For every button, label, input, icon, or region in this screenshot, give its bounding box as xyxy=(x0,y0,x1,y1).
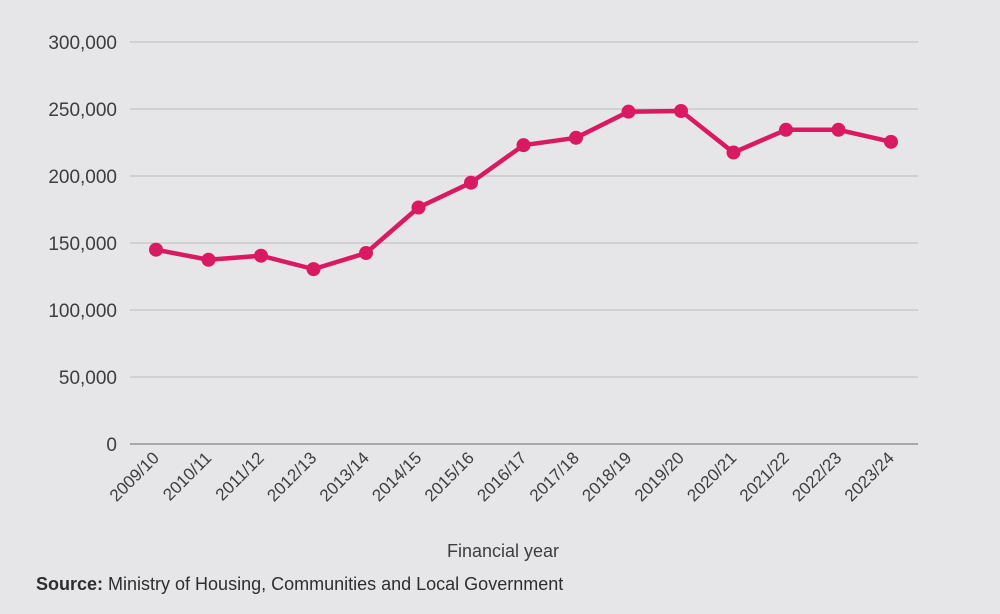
data-point xyxy=(569,130,583,145)
source-text: Ministry of Housing, Communities and Loc… xyxy=(103,574,564,594)
y-axis-ticks: 0 50,000 100,000 150,000 200,000 250,000 300,0… xyxy=(48,33,117,456)
x-tick-label: 2016/17 xyxy=(473,448,530,505)
series-layer xyxy=(149,104,898,277)
x-tick-label: 2012/13 xyxy=(263,448,320,505)
x-axis-label: Financial year xyxy=(447,541,559,561)
source-label: Source: xyxy=(36,574,104,594)
x-axis-ticks: 2009/102010/112011/122012/132013/142014/… xyxy=(106,448,898,505)
data-point xyxy=(411,200,426,215)
x-tick-label: 2022/23 xyxy=(788,448,845,505)
data-point xyxy=(831,122,846,137)
x-tick-label: 2013/14 xyxy=(316,448,373,505)
x-tick-label: 2018/19 xyxy=(578,448,635,505)
data-point xyxy=(674,104,688,119)
gridlines xyxy=(130,41,918,445)
y-tick-label: 50,000 xyxy=(59,368,117,389)
data-point xyxy=(359,246,373,261)
data-point xyxy=(779,122,793,137)
data-point xyxy=(884,134,898,149)
x-tick-label: 2014/15 xyxy=(368,448,425,505)
x-tick-label: 2017/18 xyxy=(526,448,583,505)
series-line xyxy=(155,108,892,272)
data-point xyxy=(306,262,321,277)
y-tick-label: 200,000 xyxy=(48,167,117,188)
x-tick-label: 2010/11 xyxy=(159,448,215,504)
data-point xyxy=(621,104,636,119)
data-point xyxy=(726,145,741,160)
data-point xyxy=(201,252,216,267)
source-note: Source: Ministry of Housing, Communities… xyxy=(36,574,563,595)
y-tick-label: 100,000 xyxy=(48,301,117,322)
x-tick-label: 2023/24 xyxy=(841,448,898,505)
data-point xyxy=(464,175,478,190)
x-tick-label: 2009/10 xyxy=(106,448,163,505)
data-point xyxy=(516,138,531,153)
y-tick-label: 0 xyxy=(106,435,117,456)
y-tick-label: 250,000 xyxy=(48,100,117,121)
x-tick-label: 2020/21 xyxy=(683,448,740,505)
y-tick-label: 300,000 xyxy=(48,33,117,54)
x-tick-label: 2019/20 xyxy=(631,448,688,505)
x-tick-label: 2021/22 xyxy=(736,448,793,505)
data-point xyxy=(149,242,163,257)
x-tick-label: 2015/16 xyxy=(421,448,478,505)
data-point xyxy=(254,248,268,263)
x-tick-label: 2011/12 xyxy=(212,448,268,504)
y-tick-label: 150,000 xyxy=(48,234,117,255)
